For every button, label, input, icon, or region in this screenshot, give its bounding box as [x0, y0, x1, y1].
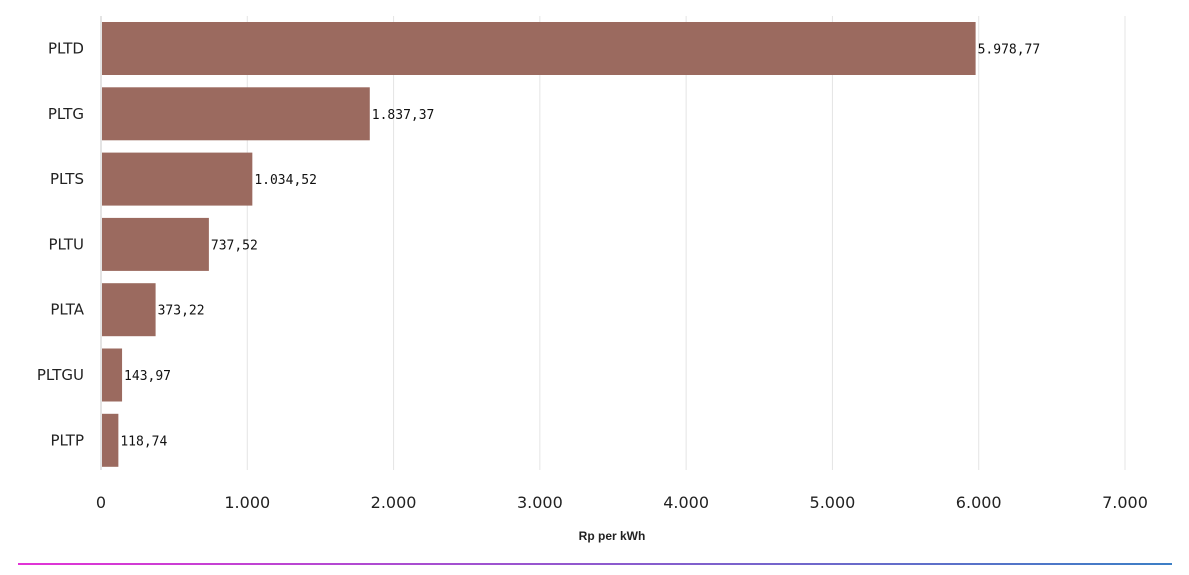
category-label-pltg: PLTG [48, 105, 84, 123]
value-label-pltgu: 143,97 [124, 369, 171, 384]
x-tick-label: 6.000 [956, 493, 1002, 512]
x-tick-label: 5.000 [810, 493, 856, 512]
bar-pltp [102, 413, 119, 467]
value-label-plta: 373,22 [158, 304, 205, 319]
x-tick-label: 2.000 [371, 493, 417, 512]
category-label-pltp: PLTP [50, 431, 84, 449]
category-label-pltu: PLTU [49, 235, 84, 253]
value-label-pltp: 118,74 [120, 434, 167, 449]
bottom-gradient-line [18, 563, 1172, 565]
x-tick-label: 1.000 [224, 493, 270, 512]
category-label-pltgu: PLTGU [37, 366, 84, 384]
value-label-plts: 1.034,52 [254, 173, 317, 188]
category-label-plts: PLTS [50, 170, 84, 188]
category-label-pltd: PLTD [48, 40, 84, 58]
bar-plta [102, 283, 156, 337]
category-label-plta: PLTA [50, 301, 84, 319]
bar-pltg [102, 87, 370, 141]
x-tick-label: 7.000 [1102, 493, 1148, 512]
category-labels: PLTD PLTG PLTS PLTU PLTA PLTGU PLTP [37, 40, 85, 450]
bars [102, 22, 976, 467]
x-tick-label: 0 [96, 493, 106, 512]
bar-pltd [102, 22, 976, 75]
x-axis-title: Rp per kWh [579, 529, 646, 543]
x-tick-label: 4.000 [663, 493, 709, 512]
value-label-pltg: 1.837,37 [372, 108, 435, 123]
bar-pltgu [102, 348, 123, 402]
bar-plts [102, 152, 253, 206]
x-axis-ticks: 0 1.000 2.000 3.000 4.000 5.000 6.000 7.000 [96, 493, 1148, 512]
value-label-pltd: 5.978,77 [978, 43, 1041, 58]
bar-pltu [102, 217, 209, 271]
value-labels: 5.978,77 1.837,37 1.034,52 737,52 373,22 143,… [120, 43, 1040, 450]
x-tick-label: 3.000 [517, 493, 563, 512]
value-label-pltu: 737,52 [211, 238, 258, 253]
